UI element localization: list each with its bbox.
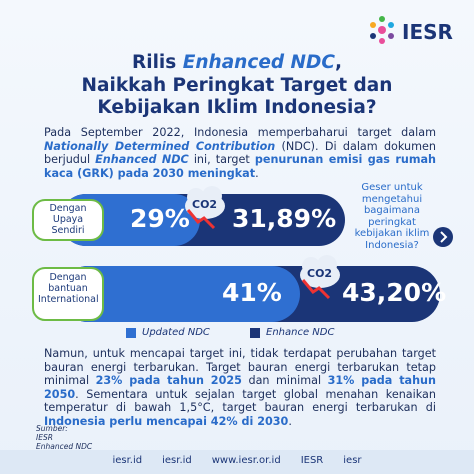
legend-swatch [250, 328, 260, 338]
title-text: , [334, 52, 342, 73]
cloud-icon [300, 255, 340, 288]
updated-value: 29% [130, 204, 190, 233]
text: ini, target [188, 153, 255, 167]
text: Indonesia perlu mencapai 42% di 2030 [44, 414, 289, 428]
logo: IESR [402, 20, 453, 44]
side-note: Geser untuk mengetahui bagaimana peringk… [354, 182, 430, 251]
text: Enhanced NDC [95, 153, 189, 167]
text: dan minimal [241, 374, 328, 388]
legend-swatch [126, 328, 136, 338]
icon-label: CO2 [192, 198, 218, 211]
legend-label: Updated NDC [142, 327, 210, 338]
intro: Pada September 2022, Indonesia memperbah… [44, 126, 436, 180]
legend-label: Enhance NDC [266, 327, 335, 338]
cloud-icon [185, 186, 225, 219]
source-item: Enhanced NDC [36, 442, 93, 451]
next-arrow [440, 231, 448, 243]
logo-icon [370, 16, 394, 44]
text: . [255, 166, 259, 180]
title-line: Rilis Enhanced NDC, [0, 52, 474, 73]
title-text: Enhanced NDC [182, 52, 335, 73]
row-label: Dengan bantuan International [38, 272, 99, 305]
title-line: Naikkah Peringkat Target dan [81, 75, 393, 96]
row-label-box [32, 267, 104, 321]
text: 31% pada tahun 2050 [44, 374, 436, 401]
text: Nationally Determined Contribution [44, 139, 276, 153]
text: penurunan emisi gas rumah kaca (GRK) pad… [44, 153, 436, 180]
enhanced-value: 43,20% [342, 278, 447, 307]
body: Namun, untuk mencapai target ini, tidak … [44, 347, 436, 429]
updated-bar [60, 266, 300, 322]
row-label-box [32, 199, 104, 241]
footer-link[interactable]: iesr.id [162, 455, 192, 466]
footer-link[interactable]: IESR [300, 455, 324, 466]
footer-bar [0, 450, 474, 474]
source-item: IESR [36, 433, 53, 442]
row-label: Dengan Upaya Sendiri [49, 203, 87, 236]
text: (NDC). Di dalam dokumen berjudul [44, 139, 436, 167]
title-line: Kebijakan Iklim Indonesia? [97, 97, 377, 118]
text: 23% pada tahun 2025 [95, 374, 242, 388]
icon-label: CO2 [307, 267, 333, 280]
text: Namun, untuk mencapai target ini, tidak … [44, 347, 436, 388]
footer: iesr.id iesr.id www.iesr.or.id IESR iesr [0, 455, 474, 466]
footer-link[interactable]: www.iesr.or.id [211, 455, 281, 466]
enhanced-value: 31,89% [232, 204, 337, 233]
footer-link[interactable]: iesr.id [112, 455, 143, 466]
down-arrow [186, 209, 216, 230]
text: Pada September 2022, Indonesia memperbah… [44, 126, 436, 139]
text: . [288, 414, 292, 428]
next-button[interactable] [433, 227, 453, 247]
text: . Sementara untuk sejalan target global … [44, 387, 436, 415]
down-arrow [301, 279, 331, 300]
title-text: Rilis [131, 52, 183, 73]
source-heading: Sumber: [36, 424, 68, 433]
updated-value: 41% [222, 278, 282, 307]
footer-link[interactable]: iesr [343, 455, 362, 466]
source: Sumber: IESR Enhanced NDC [36, 424, 92, 451]
